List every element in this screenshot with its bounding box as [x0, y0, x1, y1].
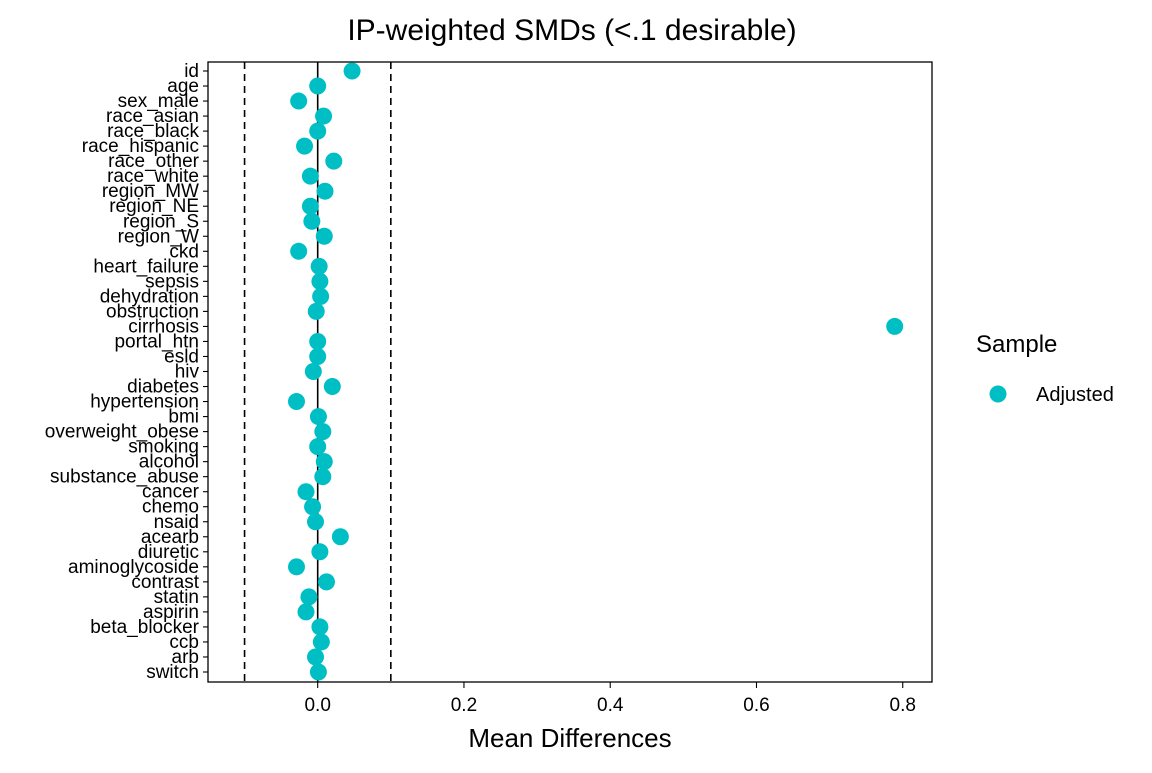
- data-point: [312, 633, 330, 651]
- y-tick-label: overweight_obese: [45, 422, 199, 443]
- y-tick-label: race_asian: [106, 106, 199, 127]
- data-point: [343, 62, 361, 80]
- data-point: [290, 242, 308, 260]
- y-tick-label: statin: [154, 587, 199, 608]
- y-tick-label: ckd: [169, 241, 199, 262]
- y-tick-label: chemo: [142, 497, 199, 518]
- y-tick-label: alcohol: [139, 452, 199, 473]
- data-points: [287, 62, 904, 681]
- y-tick-label: ccb: [169, 632, 199, 653]
- data-point: [303, 212, 321, 230]
- data-point: [331, 528, 349, 546]
- y-tick-label: region_MW: [102, 181, 199, 202]
- data-point: [297, 483, 315, 501]
- data-point: [300, 588, 318, 606]
- y-tick-label: sex_male: [118, 91, 199, 112]
- data-point: [311, 272, 329, 290]
- data-point: [301, 167, 319, 185]
- data-point: [310, 257, 328, 275]
- data-point: [312, 287, 330, 305]
- x-tick-label: 0.8: [890, 695, 916, 716]
- y-tick-label: heart_failure: [93, 256, 199, 277]
- y-tick-label: race_other: [108, 151, 200, 172]
- y-tick-label: switch: [146, 662, 199, 683]
- y-tick-label: dehydration: [100, 286, 199, 307]
- data-point: [309, 347, 327, 365]
- data-point: [297, 603, 315, 621]
- y-axis: idagesex_malerace_asianrace_blackrace_hi…: [45, 61, 208, 683]
- y-tick-label: race_white: [107, 166, 199, 187]
- y-tick-label: race_black: [107, 121, 199, 142]
- y-tick-label: obstruction: [106, 301, 199, 322]
- y-tick-label: bmi: [168, 407, 199, 428]
- data-point: [309, 122, 327, 140]
- data-point: [314, 423, 332, 441]
- data-point: [316, 182, 334, 200]
- data-point: [315, 453, 333, 471]
- y-tick-label: substance_abuse: [50, 467, 199, 488]
- y-tick-label: diuretic: [138, 542, 199, 563]
- data-point: [290, 92, 308, 110]
- y-tick-label: hypertension: [90, 392, 199, 413]
- y-tick-label: arb: [172, 647, 199, 668]
- data-point: [309, 77, 327, 95]
- data-point: [315, 107, 333, 125]
- data-point: [311, 543, 329, 561]
- y-tick-label: region_S: [123, 211, 199, 232]
- legend-label-adjusted: Adjusted: [1036, 384, 1114, 406]
- data-point: [311, 618, 329, 636]
- data-point: [307, 513, 325, 531]
- data-point: [314, 468, 332, 486]
- data-point: [309, 332, 327, 350]
- data-point: [886, 317, 904, 335]
- x-tick-label: 0.2: [451, 695, 477, 716]
- y-tick-label: smoking: [128, 437, 199, 458]
- data-point: [309, 438, 327, 456]
- data-point: [287, 393, 305, 411]
- data-point: [304, 363, 322, 380]
- x-axis: 0.0 0.2 0.4 0.6 0.8: [304, 682, 916, 716]
- data-point: [309, 408, 327, 426]
- y-tick-label: region_W: [118, 226, 199, 247]
- y-tick-label: age: [167, 76, 199, 97]
- data-point: [317, 573, 335, 591]
- data-point: [301, 197, 319, 215]
- y-tick-label: aspirin: [143, 602, 199, 623]
- data-point: [304, 498, 322, 516]
- y-tick-label: cancer: [142, 482, 200, 503]
- x-tick-label: 0.0: [304, 695, 330, 716]
- y-tick-label: hiv: [175, 362, 200, 383]
- data-point: [296, 137, 314, 155]
- y-tick-label: diabetes: [127, 377, 199, 398]
- y-tick-label: cirrhosis: [128, 316, 199, 337]
- y-tick-label: id: [184, 61, 199, 82]
- legend-key-adjusted: [989, 385, 1007, 403]
- y-tick-label: aminoglycoside: [68, 557, 199, 578]
- legend-title: Sample: [976, 331, 1057, 358]
- data-point: [307, 302, 325, 320]
- data-point: [315, 227, 333, 245]
- legend: Sample Adjusted: [976, 331, 1114, 406]
- y-tick-label: region_NE: [109, 196, 199, 217]
- x-axis-title: Mean Differences: [468, 723, 671, 753]
- data-point: [287, 558, 305, 576]
- y-tick-label: beta_blocker: [90, 617, 199, 638]
- y-tick-label: sepsis: [145, 271, 199, 292]
- y-tick-label: portal_htn: [114, 331, 199, 352]
- data-point: [323, 378, 341, 396]
- y-tick-label: race_hispanic: [82, 136, 199, 157]
- x-tick-label: 0.6: [743, 695, 769, 716]
- y-tick-label: nsaid: [154, 512, 199, 533]
- y-tick-label: contrast: [131, 572, 199, 593]
- y-tick-label: acearb: [141, 527, 199, 548]
- y-tick-label: esld: [164, 346, 199, 367]
- chart-title: IP-weighted SMDs (<.1 desirable): [347, 14, 796, 47]
- data-point: [307, 648, 325, 666]
- x-tick-label: 0.4: [597, 695, 624, 716]
- data-point: [325, 152, 343, 170]
- data-point: [309, 663, 327, 681]
